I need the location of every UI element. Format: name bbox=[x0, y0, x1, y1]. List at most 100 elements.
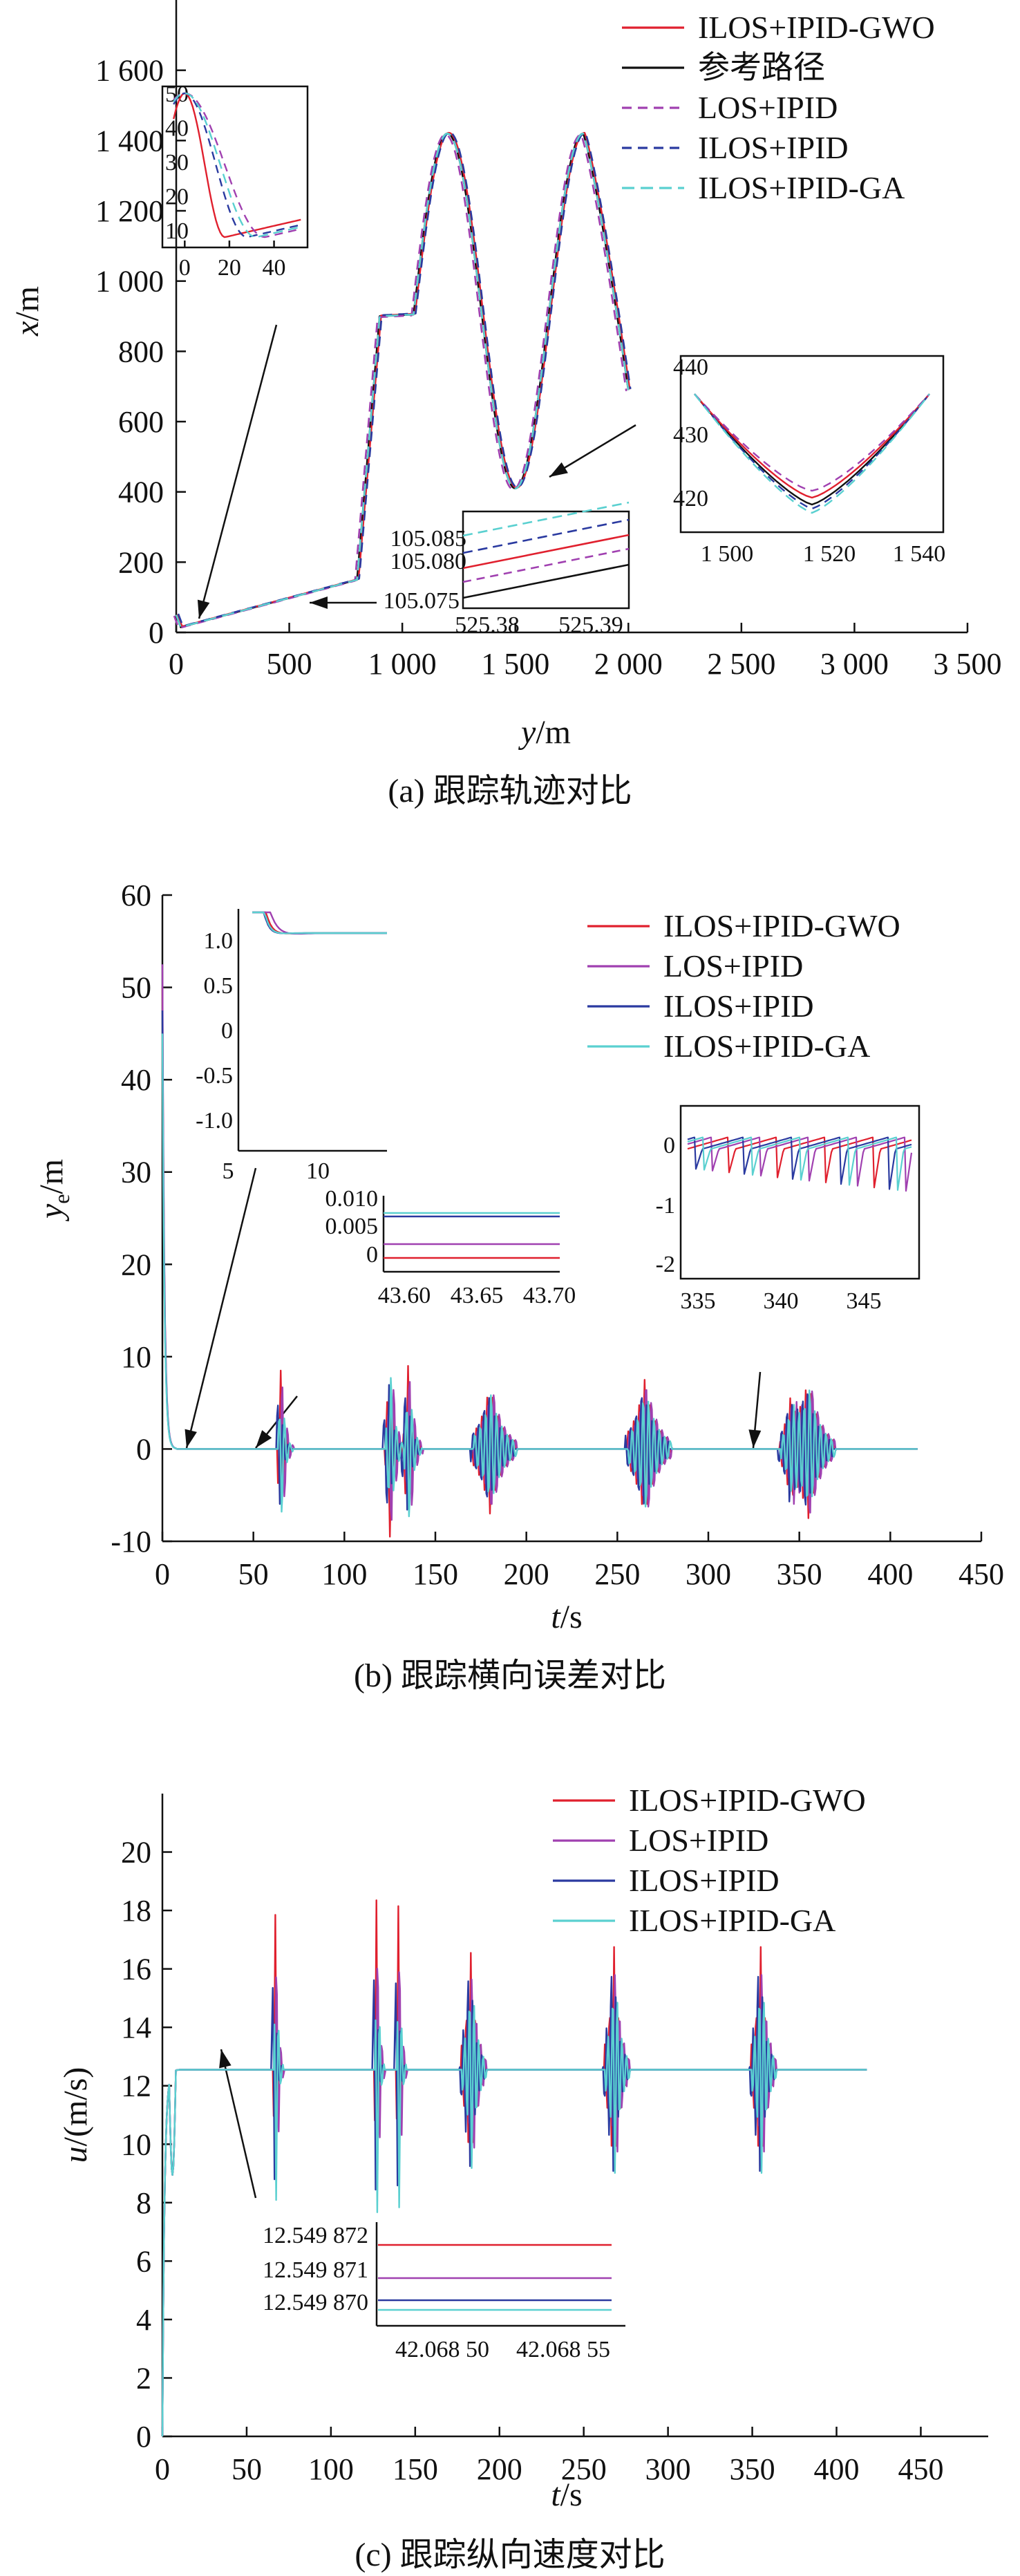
series-tracking-3 bbox=[175, 132, 630, 628]
x-tick-label: 1 000 bbox=[368, 647, 437, 681]
inset-b1-y-tick: 1.0 bbox=[204, 928, 234, 954]
x-tick-label: 300 bbox=[645, 2452, 691, 2486]
arrow-c1-head bbox=[219, 2049, 232, 2069]
x-tick-label: 150 bbox=[393, 2452, 438, 2486]
inset-a1-x-tick: 20 bbox=[218, 255, 241, 281]
x-tick-label: 350 bbox=[777, 1557, 822, 1591]
inset-a3-series bbox=[694, 393, 930, 510]
inset-a1-y-tick: 40 bbox=[165, 115, 189, 141]
arrow-a3-head bbox=[549, 462, 568, 477]
chart-a-caption: (a) 跟踪轨迹对比 bbox=[388, 773, 632, 809]
y-tick-label: -10 bbox=[111, 1525, 151, 1559]
series-lateral-error-2 bbox=[161, 1010, 918, 1511]
y-tick-label: 2 bbox=[136, 2361, 151, 2395]
inset-a2-series bbox=[462, 547, 630, 583]
x-tick-label: 200 bbox=[477, 2452, 522, 2486]
inset-b1-y-tick: 0 bbox=[221, 1018, 233, 1044]
legend-label: ILOS+IPID-GWO bbox=[629, 1783, 866, 1818]
y-tick-label: 0 bbox=[149, 616, 164, 650]
inset-a1-y-tick: 10 bbox=[165, 218, 189, 244]
chart-c-caption: (c) 跟踪纵向速度对比 bbox=[355, 2537, 665, 2573]
inset-b3-x-tick: 335 bbox=[681, 1288, 716, 1314]
inset-c1-y-tick: 12.549 871 bbox=[263, 2257, 368, 2283]
chart-b-axes: 0 50 100 150 200 250 300 350 400 450-100102030405… bbox=[111, 878, 1004, 1591]
y-tick-label: 18 bbox=[121, 1894, 151, 1928]
arrow-b2-head bbox=[256, 1430, 272, 1448]
series-speed-3 bbox=[161, 2002, 867, 2437]
legend-label: ILOS+IPID bbox=[663, 988, 814, 1024]
series-lateral-error-3 bbox=[161, 1033, 918, 1518]
inset-a1-series bbox=[173, 92, 301, 238]
inset-c1-y-tick: 12.549 872 bbox=[263, 2223, 368, 2248]
x-tick-label: 300 bbox=[686, 1557, 731, 1591]
chart-a-legend: ILOS+IPID-GWO 参考路径 LOS+IPID ILOS+IPID ILOS+I… bbox=[622, 10, 935, 205]
y-tick-label: 20 bbox=[121, 1248, 151, 1281]
inset-a3-x-tick: 1 540 bbox=[893, 541, 946, 567]
x-tick-label: 450 bbox=[898, 2452, 943, 2486]
y-tick-label: 20 bbox=[121, 1836, 151, 1870]
inset-b1-x-tick: 10 bbox=[306, 1158, 330, 1184]
inset-b3-y-tick: -2 bbox=[656, 1252, 675, 1277]
series-speed-2 bbox=[161, 1975, 867, 2437]
inset-a2-series bbox=[462, 501, 630, 537]
inset-b2-x-tick: 43.60 bbox=[378, 1283, 431, 1308]
x-tick-label: 250 bbox=[561, 2452, 607, 2486]
inset-a1-x-tick: 40 bbox=[263, 255, 286, 281]
y-tick-label: 1 400 bbox=[95, 124, 164, 158]
chart-b-legend: ILOS+IPID-GWO LOS+IPID ILOS+IPID ILOS+IPID-… bbox=[587, 908, 900, 1064]
inset-a1-series bbox=[173, 92, 301, 238]
legend-label: ILOS+IPID bbox=[629, 1863, 780, 1898]
y-tick-label: 30 bbox=[121, 1156, 151, 1190]
inset-a2-x-tick: 525.38 bbox=[455, 612, 520, 638]
inset-a2-y-tick: 105.080 bbox=[390, 549, 467, 574]
inset-a3-series bbox=[694, 393, 930, 506]
x-tick-label: 2 000 bbox=[594, 647, 663, 681]
inset-a2-series bbox=[462, 534, 630, 570]
inset-b2-x-tick: 43.70 bbox=[523, 1283, 576, 1308]
chart-a-ylabel: x/m bbox=[9, 286, 46, 337]
x-tick-label: 0 bbox=[155, 2452, 170, 2486]
x-tick-label: 400 bbox=[814, 2452, 860, 2486]
chart-b: 0 50 100 150 200 250 300 350 400 450-100102030405… bbox=[33, 878, 1004, 1694]
x-tick-label: 50 bbox=[232, 2452, 262, 2486]
chart-b-xlabel: t/s bbox=[551, 1599, 582, 1635]
legend-label: 参考路径 bbox=[698, 50, 825, 85]
chart-b-series bbox=[161, 964, 918, 1538]
y-tick-label: 0 bbox=[136, 1432, 151, 1466]
chart-c-series bbox=[161, 1899, 867, 2437]
inset-a1-y-tick: 30 bbox=[165, 150, 189, 176]
inset-c1-x-tick: 42.068 55 bbox=[516, 2337, 610, 2362]
legend-label: ILOS+IPID-GA bbox=[629, 1903, 835, 1938]
inset-b3-series bbox=[687, 1136, 912, 1191]
x-tick-label: 100 bbox=[321, 1557, 367, 1591]
chart-c-ylabel: u/(m/s) bbox=[57, 2067, 94, 2163]
arrow-b1-head bbox=[185, 1429, 197, 1448]
inset-a3-series bbox=[694, 393, 930, 492]
inset-a2-series bbox=[462, 518, 630, 554]
arrow-c1 bbox=[220, 2049, 257, 2199]
inset-a3-x-tick: 1 500 bbox=[701, 541, 754, 567]
x-tick-label: 250 bbox=[594, 1557, 640, 1591]
inset-b1-x-tick: 5 bbox=[223, 1158, 234, 1184]
inset-c1-y-tick: 12.549 870 bbox=[263, 2290, 368, 2315]
y-tick-label: 40 bbox=[121, 1063, 151, 1097]
series-tracking-2 bbox=[177, 131, 632, 628]
inset-b3-y-tick: 0 bbox=[663, 1133, 675, 1158]
chart-a-xlabel: y/m bbox=[518, 714, 571, 751]
x-tick-label: 50 bbox=[238, 1557, 269, 1591]
chart-c-legend: ILOS+IPID-GWO LOS+IPID ILOS+IPID ILOS+IPID-… bbox=[553, 1783, 866, 1938]
y-tick-label: 8 bbox=[136, 2186, 151, 2220]
x-tick-label: 400 bbox=[867, 1557, 913, 1591]
inset-b3-x-tick: 345 bbox=[847, 1288, 882, 1314]
y-tick-label: 6 bbox=[136, 2244, 151, 2278]
inset-a3-series bbox=[694, 393, 930, 514]
inset-b1-y-tick: 0.5 bbox=[204, 973, 234, 999]
y-tick-label: 14 bbox=[121, 2011, 151, 2044]
inset-a1-series bbox=[173, 92, 301, 238]
y-tick-label: 4 bbox=[136, 2303, 151, 2337]
y-tick-label: 10 bbox=[121, 1340, 151, 1374]
y-tick-label: 1 600 bbox=[95, 54, 164, 88]
inset-a3-x-tick: 1 520 bbox=[803, 541, 856, 567]
chart-b-ylabel: ye/m bbox=[33, 1159, 74, 1222]
legend-label: ILOS+IPID-GA bbox=[698, 170, 905, 205]
